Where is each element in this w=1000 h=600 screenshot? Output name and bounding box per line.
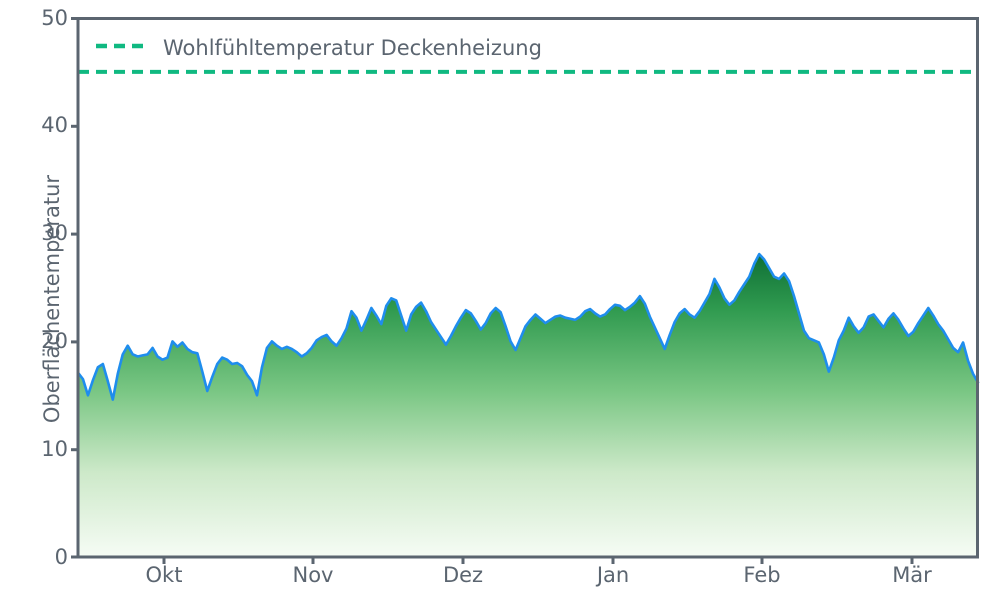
x-tick-label-dez: Dez <box>442 563 484 587</box>
y-axis-ticks <box>71 17 78 559</box>
legend-label-wohlfuehltemperatur: Wohlfühltemperatur Deckenheizung <box>163 36 542 60</box>
x-tick-label-jan: Jan <box>596 563 630 587</box>
y-tick-label-20: 20 <box>41 329 68 353</box>
y-axis-tick-labels: 50 40 30 20 10 0 <box>0 0 68 600</box>
y-tick-label-0: 0 <box>54 545 68 569</box>
area-fill <box>78 254 978 557</box>
x-axis-ticks <box>162 557 914 564</box>
x-tick-label-maer: Mär <box>892 563 932 587</box>
temperature-line <box>76 252 980 401</box>
x-tick-label-okt: Okt <box>145 563 183 587</box>
x-tick-label-feb: Feb <box>743 563 781 587</box>
y-tick-label-10: 10 <box>41 437 68 461</box>
y-tick-label-50: 50 <box>41 6 68 30</box>
y-tick-label-30: 30 <box>41 221 68 245</box>
y-tick-label-40: 40 <box>41 113 68 137</box>
x-tick-label-nov: Nov <box>292 563 334 587</box>
